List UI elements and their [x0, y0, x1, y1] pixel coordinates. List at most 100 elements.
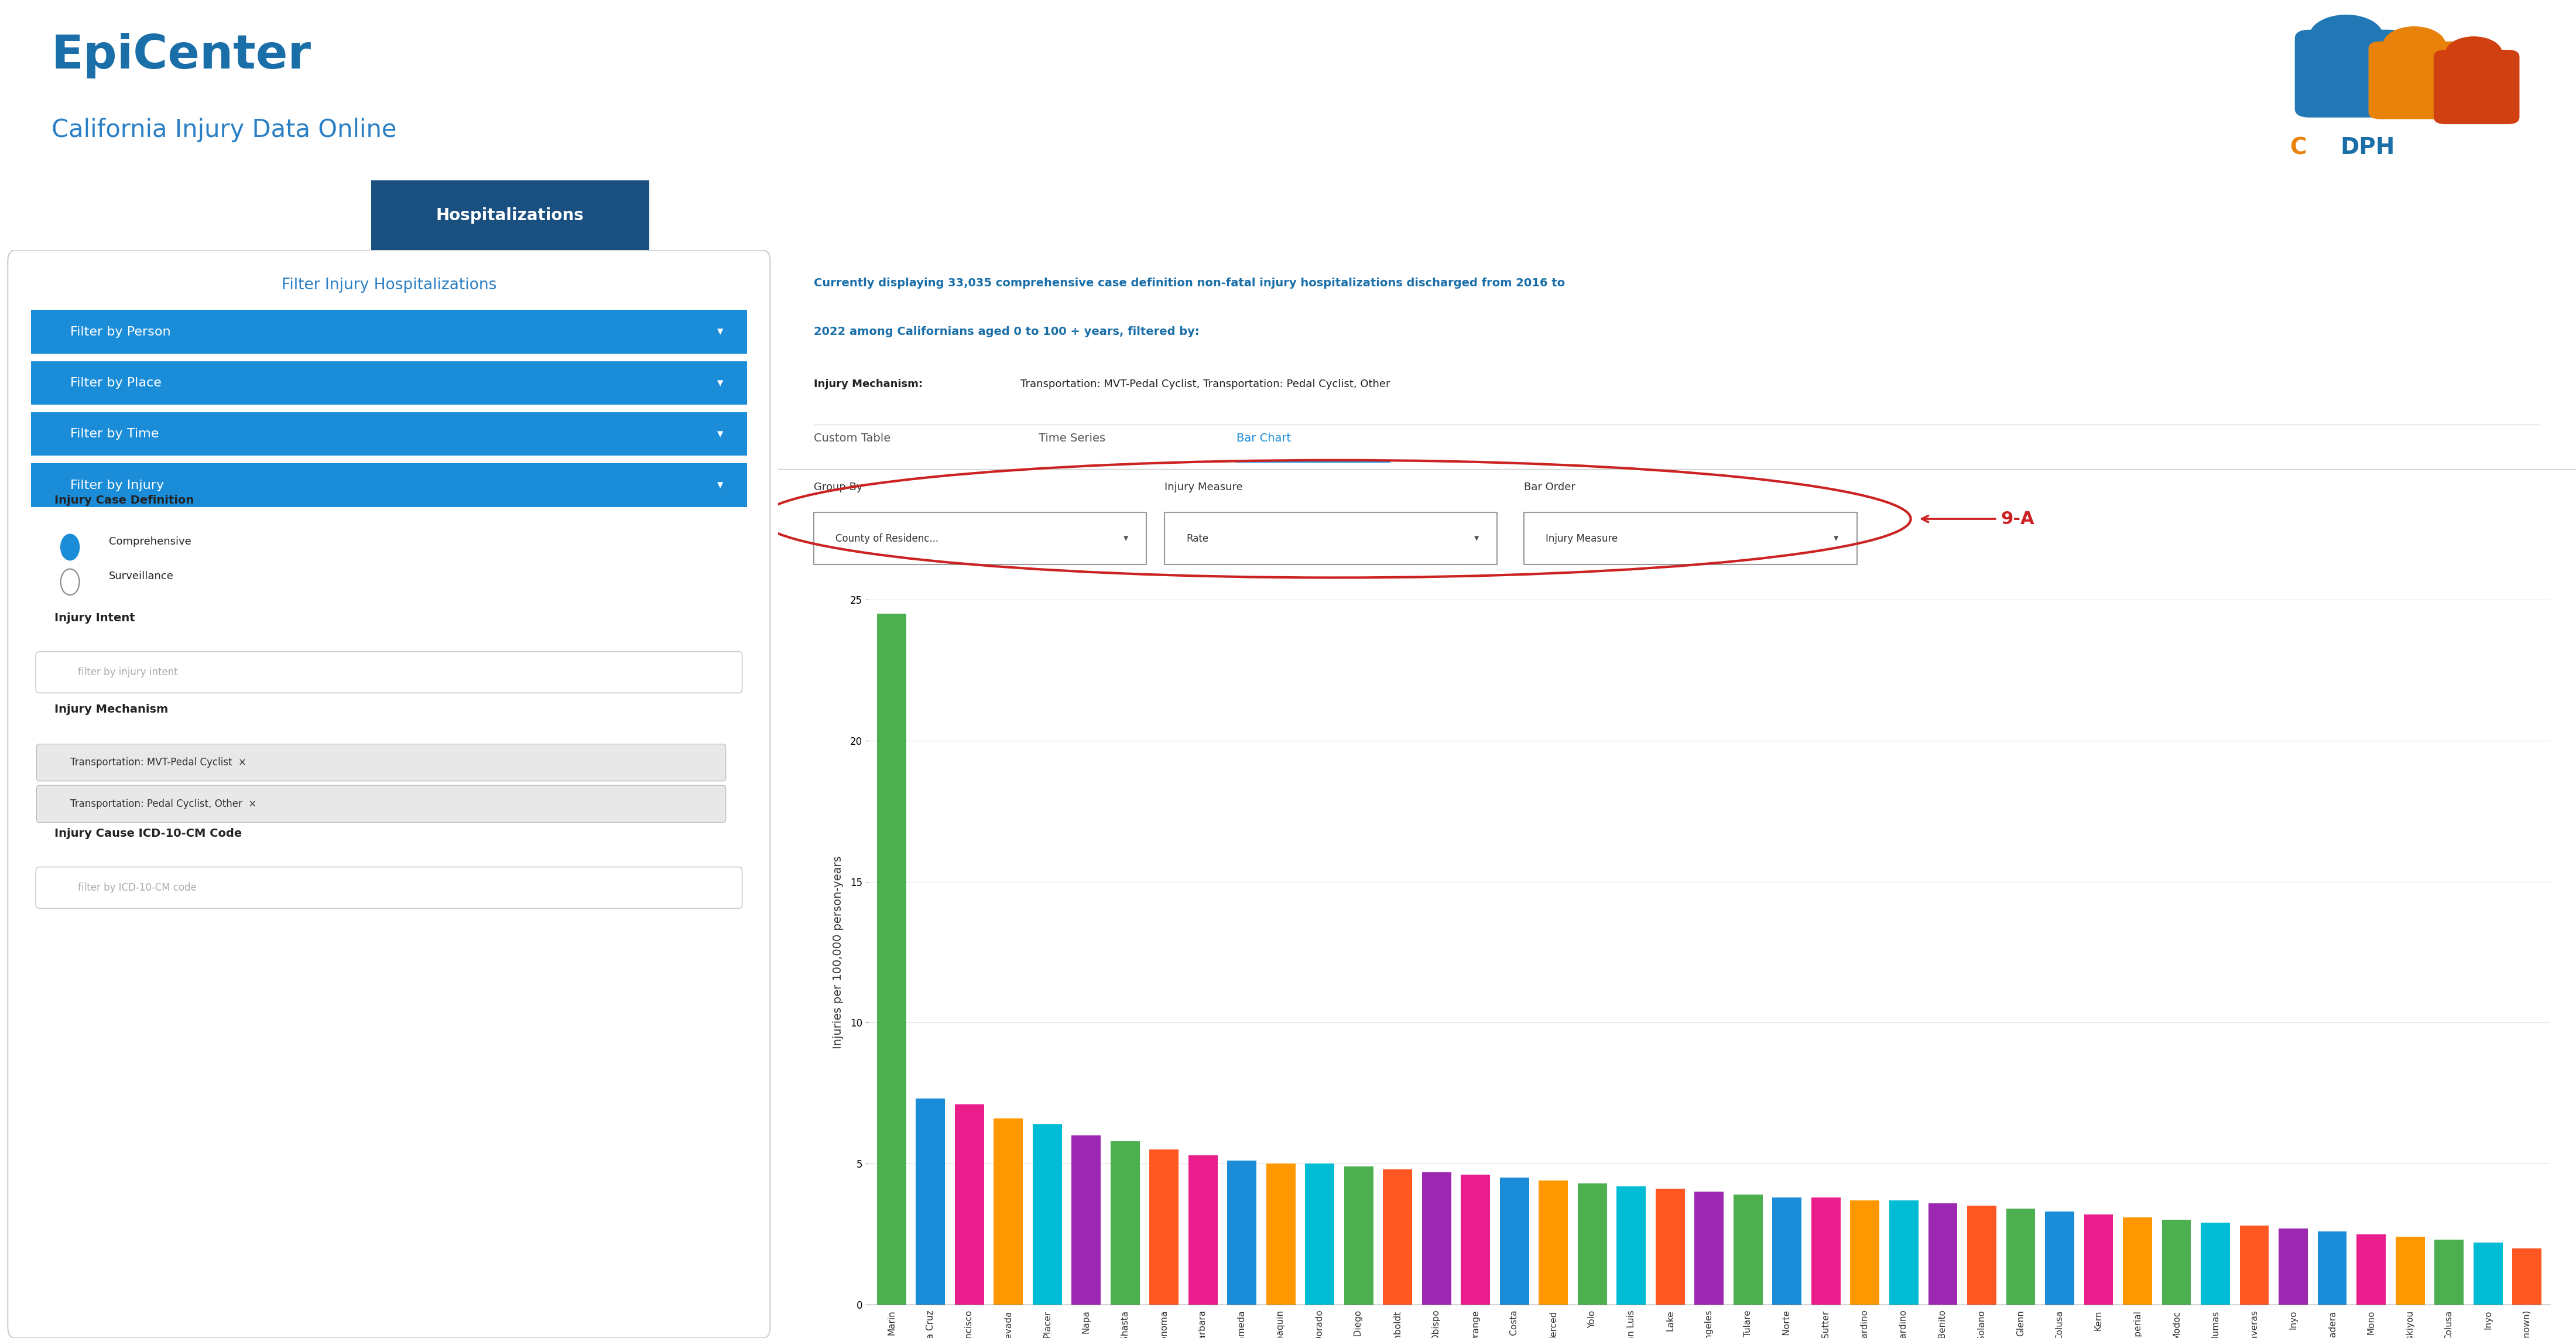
Text: Injury Measure: Injury Measure — [1546, 534, 1618, 543]
Bar — [1226, 1161, 1257, 1305]
FancyBboxPatch shape — [1164, 512, 1497, 565]
FancyBboxPatch shape — [2434, 50, 2519, 124]
Bar — [2357, 1234, 2385, 1305]
Text: Group By: Group By — [814, 482, 863, 492]
Bar — [876, 614, 907, 1305]
Text: filter by ICD-10-CM code: filter by ICD-10-CM code — [77, 882, 196, 892]
Bar — [2280, 1228, 2308, 1305]
Bar — [917, 1098, 945, 1305]
Circle shape — [2308, 15, 2383, 59]
Bar — [2512, 1248, 2543, 1305]
Bar — [1267, 1164, 1296, 1305]
Bar — [2161, 1220, 2192, 1305]
Bar — [1188, 1155, 1218, 1305]
Bar — [1461, 1175, 1489, 1305]
Bar — [2045, 1211, 2074, 1305]
FancyBboxPatch shape — [36, 785, 726, 823]
Text: DPH: DPH — [2342, 136, 2396, 159]
Text: Home: Home — [103, 207, 152, 223]
Text: Injury Case Definition: Injury Case Definition — [54, 495, 193, 506]
Text: Injury Cause ICD-10-CM Code: Injury Cause ICD-10-CM Code — [54, 828, 242, 839]
FancyBboxPatch shape — [2370, 41, 2463, 119]
Circle shape — [2383, 27, 2445, 63]
Bar — [1968, 1206, 1996, 1305]
Bar — [2200, 1223, 2231, 1305]
Text: Injury Measure: Injury Measure — [1164, 482, 1242, 492]
Text: Rate: Rate — [1185, 534, 1208, 543]
Text: Transportation: Pedal Cyclist, Other  ×: Transportation: Pedal Cyclist, Other × — [70, 799, 258, 809]
Text: ▾: ▾ — [1473, 534, 1479, 543]
Text: 2022 among Californians aged 0 to 100 + years, filtered by:: 2022 among Californians aged 0 to 100 + … — [814, 326, 1200, 337]
Bar — [1499, 1177, 1530, 1305]
Bar — [2434, 1240, 2463, 1305]
Bar — [994, 1119, 1023, 1305]
Bar — [31, 361, 747, 404]
Text: Comprehensive: Comprehensive — [108, 537, 191, 547]
Bar — [1149, 1149, 1180, 1305]
Bar — [2318, 1231, 2347, 1305]
Bar — [371, 181, 649, 250]
Text: ▾: ▾ — [716, 326, 724, 337]
Text: Filter by Person: Filter by Person — [70, 326, 170, 337]
Bar — [2239, 1226, 2269, 1305]
Text: Injury Mechanism:: Injury Mechanism: — [814, 379, 927, 389]
FancyBboxPatch shape — [2295, 29, 2403, 116]
Bar — [1577, 1183, 1607, 1305]
Text: Time Series: Time Series — [1038, 434, 1105, 444]
Bar — [1072, 1136, 1100, 1305]
Text: California Injury Data Online: California Injury Data Online — [52, 118, 397, 142]
Bar — [1772, 1198, 1801, 1305]
Text: ▾: ▾ — [716, 428, 724, 440]
Bar — [2007, 1208, 2035, 1305]
Bar — [1422, 1172, 1450, 1305]
FancyBboxPatch shape — [8, 250, 770, 1338]
Text: County of Residenc...: County of Residenc... — [835, 534, 938, 543]
Bar — [1734, 1195, 1762, 1305]
Text: Custom Table: Custom Table — [814, 434, 891, 444]
Bar — [1695, 1192, 1723, 1305]
Text: Deaths: Deaths — [260, 207, 317, 223]
Bar — [1888, 1200, 1919, 1305]
Text: ED Visits: ED Visits — [711, 207, 783, 223]
Text: Currently displaying 33,035 comprehensive case definition non-fatal injury hospi: Currently displaying 33,035 comprehensiv… — [814, 277, 1566, 289]
Text: Hospitalizations: Hospitalizations — [435, 207, 585, 223]
Text: Filter Injury Hospitalizations: Filter Injury Hospitalizations — [281, 277, 497, 293]
Circle shape — [62, 534, 80, 561]
Bar — [1538, 1180, 1569, 1305]
FancyBboxPatch shape — [814, 512, 1146, 565]
Text: 9-A: 9-A — [2002, 510, 2035, 527]
Text: Filter by Time: Filter by Time — [70, 428, 160, 440]
Text: Injury Mechanism: Injury Mechanism — [54, 704, 167, 714]
FancyBboxPatch shape — [1525, 512, 1857, 565]
Text: Surveillance: Surveillance — [108, 571, 173, 582]
Text: Transportation: MVT-Pedal Cyclist  ×: Transportation: MVT-Pedal Cyclist × — [70, 757, 247, 768]
Bar — [31, 412, 747, 456]
Bar — [1811, 1198, 1842, 1305]
Text: ▾: ▾ — [716, 377, 724, 389]
Bar — [2473, 1243, 2501, 1305]
Bar — [1656, 1189, 1685, 1305]
Text: EpiCenter: EpiCenter — [52, 32, 312, 78]
Bar — [31, 310, 747, 353]
Text: ▾: ▾ — [716, 479, 724, 491]
Bar — [1306, 1164, 1334, 1305]
Bar — [1850, 1200, 1880, 1305]
Bar — [31, 463, 747, 507]
Bar — [1929, 1203, 1958, 1305]
Text: Bar Chart: Bar Chart — [1236, 434, 1291, 444]
Circle shape — [62, 569, 80, 595]
Bar — [2123, 1218, 2151, 1305]
Bar — [1110, 1141, 1139, 1305]
Text: filter by injury intent: filter by injury intent — [77, 668, 178, 677]
Bar — [956, 1104, 984, 1305]
Text: Filter by Injury: Filter by Injury — [70, 479, 165, 491]
Text: Injury Intent: Injury Intent — [54, 613, 134, 624]
Bar — [1618, 1187, 1646, 1305]
Bar — [1033, 1124, 1061, 1305]
Text: Filter by Place: Filter by Place — [70, 377, 162, 389]
Circle shape — [2445, 36, 2501, 70]
Bar — [2396, 1236, 2424, 1305]
Text: Bar Order: Bar Order — [1525, 482, 1577, 492]
Text: ▾: ▾ — [1834, 534, 1839, 543]
Text: C: C — [2290, 136, 2306, 159]
